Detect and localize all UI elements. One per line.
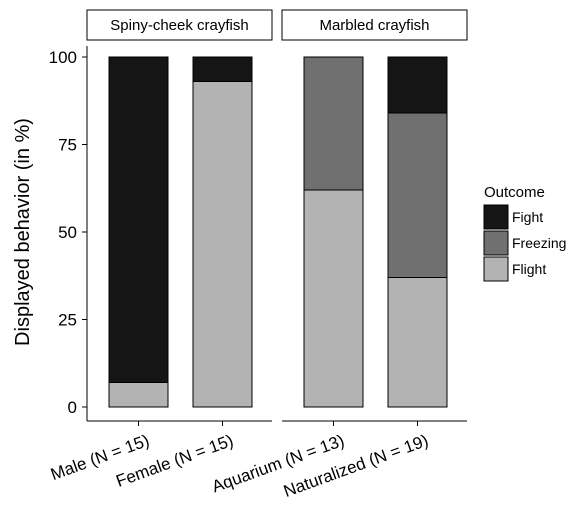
bar-segment	[108, 382, 169, 408]
legend-label: Freezing	[512, 235, 566, 251]
facet-strip-title: Marbled crayfish	[319, 17, 429, 34]
bar-segment	[387, 112, 448, 278]
legend-label: Flight	[512, 261, 546, 277]
facet-strip	[86, 9, 273, 41]
facet-strip	[281, 9, 468, 41]
bar-segment	[303, 56, 364, 191]
y-axis-title: Displayed behavior (in %)	[12, 118, 34, 346]
legend-swatch	[483, 256, 509, 282]
y-tick-label: 25	[58, 311, 77, 330]
y-tick-label: 75	[58, 136, 77, 155]
legend: Outcome Fight Freezing Flight	[483, 184, 566, 282]
y-tick-label: 100	[49, 48, 77, 67]
facet-strip-title: Spiny-cheek crayfish	[110, 17, 248, 34]
bar-segment	[192, 56, 253, 82]
legend-label: Fight	[512, 209, 543, 225]
legend-swatch	[483, 230, 509, 256]
y-tick-label: 0	[68, 398, 77, 417]
x-tick-label: Naturalized (N = 19)	[281, 431, 431, 501]
legend-swatch	[483, 204, 509, 230]
legend-title: Outcome	[484, 184, 545, 201]
bar-segment	[303, 189, 364, 408]
bar-segment	[387, 277, 448, 408]
bar-segment	[108, 56, 169, 383]
bar-segment	[387, 56, 448, 114]
y-tick-label: 50	[58, 223, 77, 242]
bar-segment	[192, 81, 253, 408]
y-axis: 0 25 50 75 100	[49, 46, 88, 421]
